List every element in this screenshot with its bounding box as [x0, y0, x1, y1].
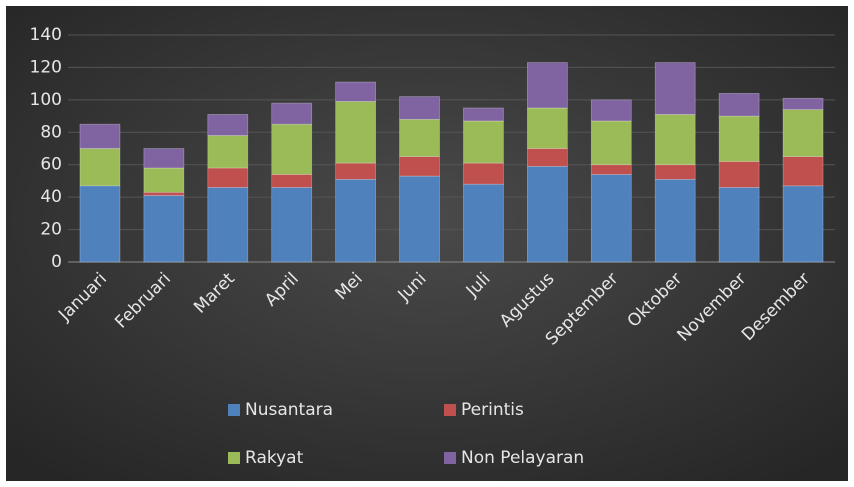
- bar-segment: [207, 187, 249, 263]
- bar-segment: [335, 101, 376, 164]
- bar-segment: [143, 148, 185, 169]
- bar-segment: [463, 183, 504, 263]
- legend-swatch: [228, 404, 240, 416]
- bar-segment: [654, 62, 696, 115]
- y-tick-label: 20: [40, 220, 62, 240]
- bar-segment: [718, 161, 760, 188]
- bar-segment: [654, 164, 696, 180]
- bar-segment: [207, 167, 249, 188]
- bar-segment: [654, 178, 696, 263]
- bar-segment: [79, 148, 121, 187]
- bar-segment: [463, 120, 504, 164]
- y-tick-label: 0: [51, 252, 62, 272]
- legend-label: Non Pelayaran: [461, 448, 584, 468]
- bar-segment: [79, 123, 121, 149]
- bar-segment: [782, 97, 824, 110]
- legend-swatch: [444, 404, 456, 416]
- bar-segment: [527, 62, 568, 109]
- bar-segment: [782, 185, 824, 263]
- bar-segment: [143, 167, 185, 193]
- bar-segment: [399, 96, 440, 120]
- bar-segment: [207, 135, 249, 169]
- bar-segment: [782, 156, 824, 187]
- bar-segment: [718, 93, 760, 117]
- bar-segment: [271, 102, 313, 125]
- bar-segment: [590, 120, 632, 166]
- y-tick-label: 40: [40, 187, 62, 207]
- legend-swatch: [444, 452, 456, 464]
- bar-segment: [335, 162, 376, 180]
- bar-segment: [143, 195, 185, 263]
- bar-segment: [590, 99, 632, 122]
- bar-segment: [271, 174, 313, 188]
- bar-segment: [335, 178, 376, 263]
- bar-segment: [271, 187, 313, 263]
- bar-segment: [718, 187, 760, 263]
- bar-segment: [143, 191, 185, 196]
- bar-segment: [590, 174, 632, 263]
- bar-segment: [527, 148, 568, 167]
- bar-segment: [718, 115, 760, 162]
- bar-segment: [527, 107, 568, 149]
- bar-segment: [399, 156, 440, 177]
- y-tick-label: 100: [30, 90, 62, 110]
- bar-segment: [527, 165, 568, 263]
- bar-segment: [782, 109, 824, 157]
- legend-label: Perintis: [461, 400, 524, 420]
- legend-label: Nusantara: [245, 400, 333, 420]
- bar-segment: [590, 164, 632, 175]
- bar-segment: [399, 175, 440, 263]
- bar-segment: [463, 162, 504, 185]
- bar-segment: [399, 118, 440, 157]
- bar-segment: [463, 107, 504, 122]
- bar-segment: [335, 81, 376, 102]
- y-tick-label: 80: [40, 122, 62, 142]
- bar-segment: [654, 114, 696, 166]
- y-tick-label: 60: [40, 155, 62, 175]
- bar-segment: [271, 123, 313, 175]
- y-tick-label: 120: [30, 57, 62, 77]
- legend-label: Rakyat: [245, 448, 304, 468]
- bar-segment: [207, 114, 249, 136]
- legend-swatch: [228, 452, 240, 464]
- bar-segment: [79, 185, 121, 263]
- y-tick-label: 140: [30, 25, 62, 45]
